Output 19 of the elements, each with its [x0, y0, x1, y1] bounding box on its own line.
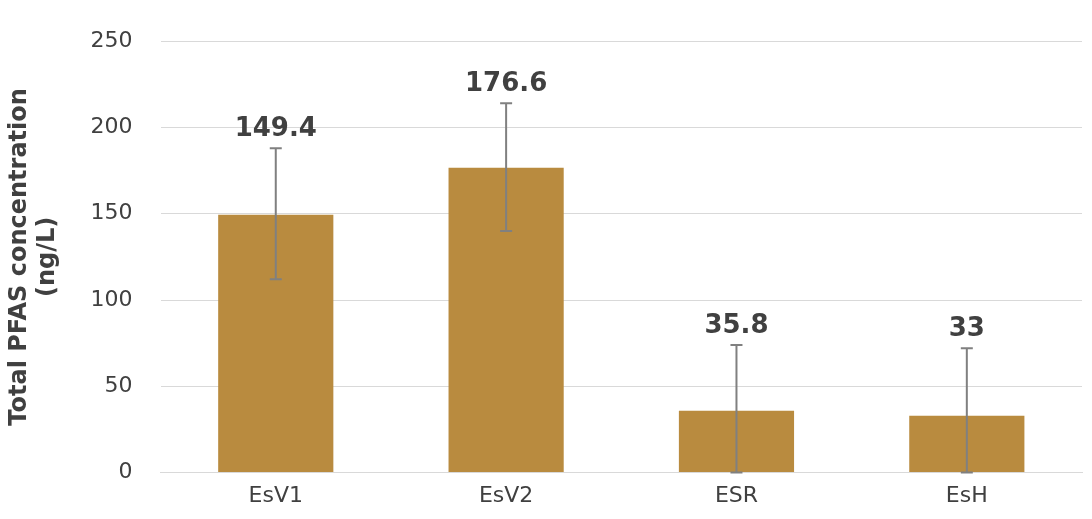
data-label: 176.6: [464, 67, 548, 98]
y-tick-label: 200: [90, 113, 133, 139]
x-tick-label: EsH: [945, 481, 988, 507]
bar: [909, 415, 1025, 473]
data-label: 149.4: [234, 111, 317, 142]
data-label: 33: [948, 312, 985, 343]
y-tick-label: 100: [90, 285, 133, 311]
bar: [678, 410, 795, 473]
x-tick-label: EsV2: [478, 481, 534, 507]
bar: [218, 214, 334, 473]
data-label: 35.8: [704, 308, 769, 339]
y-tick-label: 150: [90, 199, 133, 225]
y-tick-label: 250: [90, 26, 133, 52]
x-tick-label: ESR: [714, 481, 759, 507]
x-tick-label: EsV1: [248, 481, 303, 507]
y-axis-title: Total PFAS concentration (ng/L): [3, 88, 61, 426]
bar: [448, 167, 564, 473]
y-tick-label: 50: [104, 372, 133, 398]
y-tick-label: 0: [118, 458, 133, 484]
